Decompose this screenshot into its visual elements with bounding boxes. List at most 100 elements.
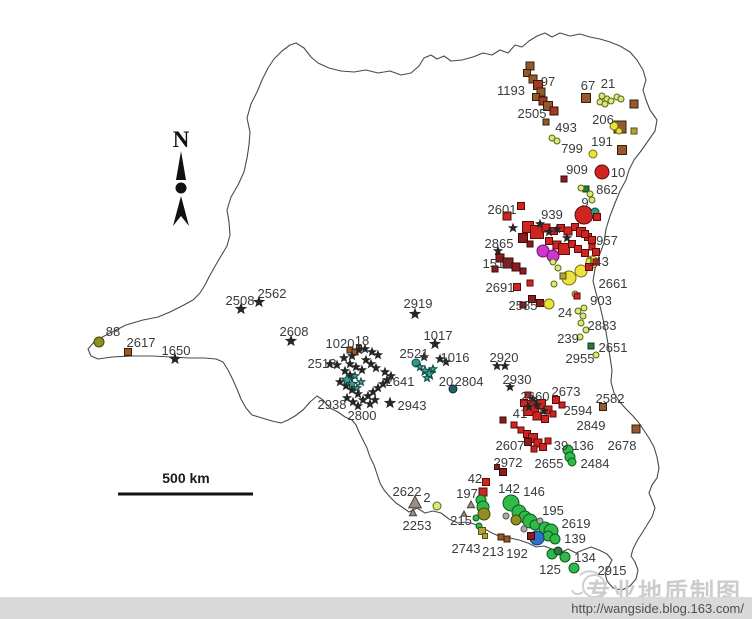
site-label: 1017 [424, 328, 453, 343]
map-marker [539, 443, 547, 451]
map-marker [502, 211, 512, 221]
site-label: 493 [555, 120, 577, 135]
map-marker [558, 401, 566, 409]
map-marker [252, 295, 266, 308]
site-label: 799 [561, 141, 583, 156]
map-marker [573, 292, 581, 300]
map-marker [369, 394, 381, 405]
map-marker [609, 121, 619, 131]
map-marker [507, 222, 519, 233]
map-marker [543, 226, 555, 237]
map-marker [284, 334, 298, 347]
map-marker [477, 507, 491, 521]
map-marker [558, 243, 570, 255]
map-marker [549, 533, 561, 545]
map-marker [549, 410, 557, 418]
map-marker [385, 370, 397, 381]
site-label: 2849 [577, 418, 606, 433]
map-marker [432, 501, 442, 511]
map-marker [494, 464, 500, 470]
map-marker [588, 196, 596, 204]
map-marker [499, 360, 511, 371]
map-marker [560, 175, 568, 183]
map-marker [534, 218, 546, 229]
map-marker [510, 514, 522, 526]
map-marker [592, 258, 600, 266]
map-marker [548, 134, 556, 142]
map-marker [520, 525, 528, 533]
map-marker [482, 478, 490, 486]
map-marker [427, 363, 439, 374]
site-label: 2521 [400, 346, 429, 361]
site-label: 239 [557, 331, 579, 346]
site-label: 2622 [393, 484, 422, 499]
site-label: 2743 [452, 541, 481, 556]
site-label: 2 [423, 490, 430, 505]
north-arrow-head [176, 151, 186, 180]
site-label: 192 [506, 546, 528, 561]
map-marker [524, 438, 532, 446]
site-label: 909 [566, 162, 588, 177]
map-marker [93, 336, 105, 348]
map-marker [526, 240, 534, 248]
site-label: 2513 [308, 356, 337, 371]
map-marker [510, 421, 518, 429]
site-label: 2585 [509, 298, 538, 313]
site-label: 2253 [403, 518, 432, 533]
map-marker [341, 392, 353, 403]
site-label: 2582 [596, 391, 625, 406]
map-marker [551, 223, 563, 234]
map-marker [372, 349, 384, 360]
map-marker [519, 267, 527, 275]
site-label: 142 [498, 481, 520, 496]
map-marker [359, 343, 371, 354]
footer-url[interactable]: http://wangside.blog.163.com/ [571, 600, 744, 616]
map-marker [582, 326, 590, 334]
map-marker [549, 258, 557, 266]
map-marker [631, 424, 641, 434]
map-marker [577, 184, 585, 192]
site-label: 2641 [386, 374, 415, 389]
map-marker [352, 388, 364, 399]
site-label: 2655 [535, 456, 564, 471]
north-arrow-dot [175, 182, 187, 194]
map-marker [513, 283, 521, 291]
site-label: 2930 [503, 372, 532, 387]
footer-bar: http://wangside.blog.163.com/ [0, 597, 752, 619]
map-marker [617, 145, 627, 155]
map-marker [408, 307, 422, 320]
map-marker [414, 361, 426, 372]
map-marker [482, 533, 488, 539]
map-marker [334, 376, 346, 387]
country-outline [87, 32, 660, 591]
map-marker [601, 100, 609, 108]
site-label: 2661 [599, 276, 628, 291]
site-label: 2651 [599, 340, 628, 355]
map-marker [492, 245, 504, 256]
site-label: 21 [601, 76, 615, 91]
map-marker [491, 265, 499, 273]
map-marker [580, 304, 588, 312]
site-label: 2660 [521, 389, 550, 404]
site-label: 2691 [486, 280, 515, 295]
map-marker [561, 232, 573, 243]
map-marker [538, 405, 550, 416]
map-marker [552, 396, 560, 404]
map-marker [567, 457, 577, 467]
site-label: 2915 [598, 563, 627, 578]
site-label: 1016 [441, 350, 470, 365]
map-marker [355, 376, 367, 387]
map-marker [527, 532, 535, 540]
site-label: 125 [539, 562, 561, 577]
map-marker [587, 342, 595, 350]
site-label: 903 [590, 293, 612, 308]
north-arrow-tail [173, 196, 189, 226]
site-label: 862 [596, 182, 618, 197]
map-marker [460, 509, 468, 517]
map-marker [568, 240, 576, 248]
map-marker [448, 384, 458, 394]
map-marker [581, 93, 591, 103]
map-marker [588, 236, 596, 244]
site-label: 2678 [608, 438, 637, 453]
site-label: 215 [450, 513, 472, 528]
